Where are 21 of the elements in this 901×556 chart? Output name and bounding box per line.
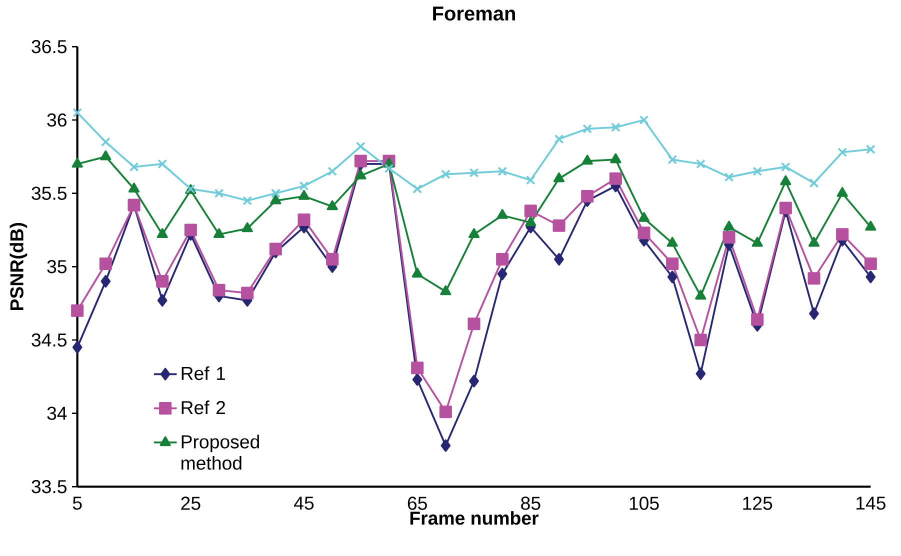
chart-title: Foreman: [433, 6, 515, 21]
x-axis-title: Frame number: [410, 511, 539, 525]
x-tick-label: 85: [521, 496, 540, 510]
x-tick-label: 145: [856, 496, 886, 510]
x-tick-label: 125: [743, 496, 772, 510]
y-axis-title: PSNR(dB): [10, 223, 28, 310]
y-tick-label: 35: [47, 260, 67, 274]
x-tick-label: 65: [408, 496, 427, 510]
x-tick-label: 5: [72, 496, 82, 510]
y-tick-label: 36: [47, 113, 66, 127]
y-tick-label: 36.5: [32, 40, 67, 54]
y-tick-label: 34.5: [32, 333, 67, 347]
y-tick-label: 33.5: [32, 480, 67, 494]
x-tick-label: 25: [181, 496, 200, 510]
y-tick-label: 35.5: [32, 186, 67, 200]
legend-label: Ref 2: [182, 400, 226, 414]
x-tick-label: 45: [294, 496, 314, 510]
y-tick-label: 34: [47, 406, 67, 420]
x-tick-label: 105: [630, 496, 659, 510]
legend-label: Ref 1: [182, 366, 226, 380]
legend-label: Proposed method: [182, 434, 259, 470]
